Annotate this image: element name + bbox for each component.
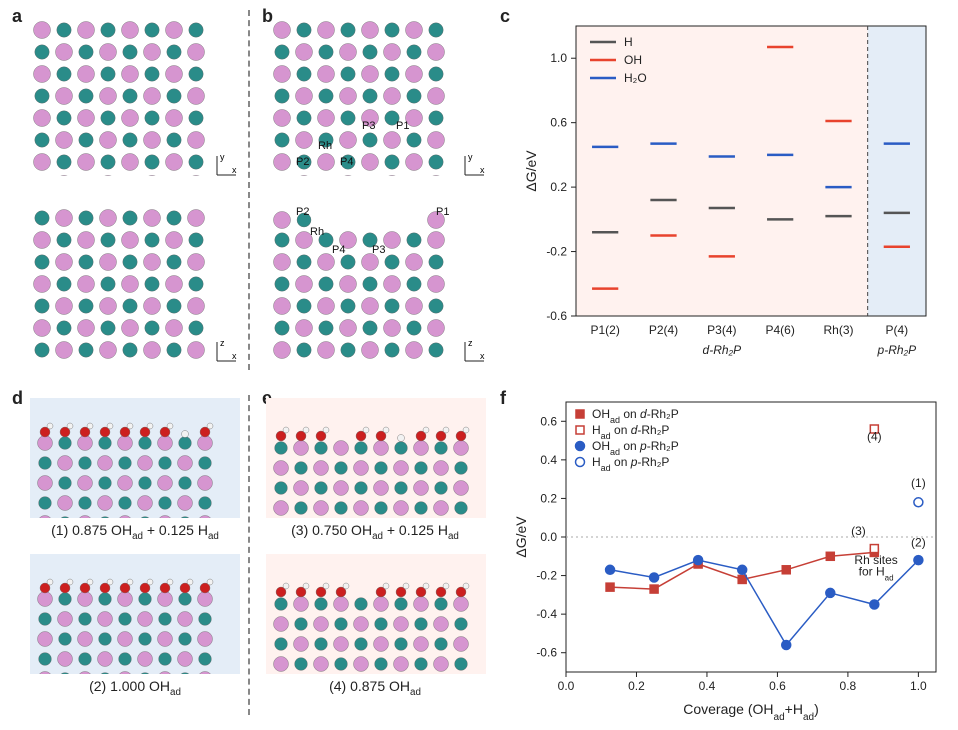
svg-text:x: x (480, 351, 485, 361)
svg-text:Had on p-Rh₂P: Had on p-Rh₂P (592, 455, 669, 473)
svg-text:-0.4: -0.4 (536, 607, 557, 621)
svg-text:-0.2: -0.2 (536, 569, 557, 583)
struct-d1 (30, 398, 240, 518)
svg-text:-0.6: -0.6 (536, 646, 557, 660)
site-p2-side: P2 (296, 206, 309, 218)
struct-d2 (30, 554, 240, 674)
axis-a-side: zx (212, 336, 242, 369)
svg-text:-0.2: -0.2 (546, 245, 567, 259)
svg-text:0.8: 0.8 (840, 679, 857, 693)
panel-f-label: f (500, 388, 506, 409)
svg-text:0.4: 0.4 (699, 679, 716, 693)
svg-text:p-Rh₂P: p-Rh₂P (877, 343, 917, 357)
site-p2-top: P2 (296, 156, 309, 168)
svg-text:P(4): P(4) (885, 323, 908, 337)
panel-a-label: a (12, 6, 22, 27)
svg-text:ΔG/eV: ΔG/eV (513, 516, 529, 558)
svg-text:y: y (468, 152, 473, 162)
svg-text:P3(4): P3(4) (707, 323, 736, 337)
svg-text:H: H (624, 35, 633, 49)
struct-e3 (266, 398, 486, 518)
svg-text:0.6: 0.6 (550, 116, 567, 130)
caption-e3: (3) 0.750 OHad + 0.125 Had (260, 522, 490, 542)
axis-a-top: yx (212, 150, 242, 183)
svg-text:x: x (232, 165, 237, 175)
svg-text:0.0: 0.0 (558, 679, 575, 693)
svg-text:0.4: 0.4 (540, 453, 557, 467)
struct-a-top (28, 16, 228, 176)
separator-de (248, 395, 250, 715)
svg-text:Coverage (OHad+Had): Coverage (OHad+Had) (683, 701, 818, 722)
svg-text:(4): (4) (867, 430, 882, 444)
struct-a-side (28, 200, 228, 360)
site-p4-side: P4 (332, 244, 345, 256)
svg-text:x: x (480, 165, 485, 175)
separator-ab (248, 10, 250, 370)
chart-c: -0.6 -0.2 0.2 0.6 1.0 ΔG/eV P1(2) P2(4) P3(4) P4(… (520, 12, 940, 372)
panel-d-label: d (12, 388, 23, 409)
caption-e4: (4) 0.875 OHad (260, 678, 490, 698)
svg-text:0.2: 0.2 (550, 180, 567, 194)
svg-text:z: z (220, 338, 225, 348)
site-p4-top: P4 (340, 156, 353, 168)
svg-text:0.6: 0.6 (769, 679, 786, 693)
svg-text:d-Rh₂P: d-Rh₂P (703, 343, 742, 357)
svg-text:1.0: 1.0 (550, 51, 567, 65)
svg-text:(1): (1) (911, 476, 926, 490)
site-p1-side: P1 (436, 206, 449, 218)
svg-text:z: z (468, 338, 473, 348)
site-rh-top: Rh (318, 140, 332, 152)
panel-c-label: c (500, 6, 510, 27)
site-p1-top: P1 (396, 120, 409, 132)
svg-text:0.0: 0.0 (540, 530, 557, 544)
svg-text:1.0: 1.0 (910, 679, 927, 693)
axis-b-side: zx (460, 336, 490, 369)
svg-text:H₂O: H₂O (624, 71, 647, 85)
svg-text:0.6: 0.6 (540, 414, 557, 428)
site-p3-side: P3 (372, 244, 385, 256)
struct-e4 (266, 554, 486, 674)
svg-text:0.2: 0.2 (628, 679, 645, 693)
svg-text:P2(4): P2(4) (649, 323, 678, 337)
chart-f: -0.6 -0.4 -0.2 0.0 0.2 0.4 0.6 0.0 0.2 0.4 0.6 0.8 1… (510, 392, 950, 722)
svg-text:P4(6): P4(6) (765, 323, 794, 337)
caption-d1: (1) 0.875 OHad + 0.125 Had (30, 522, 240, 542)
struct-b-top (268, 16, 478, 176)
svg-text:0.2: 0.2 (540, 491, 557, 505)
svg-text:ΔG/eV: ΔG/eV (523, 150, 539, 192)
struct-b-side (268, 200, 478, 360)
svg-text:Rh(3): Rh(3) (823, 323, 853, 337)
site-p3-top: P3 (362, 120, 375, 132)
svg-text:for Had: for Had (859, 565, 894, 583)
site-rh-side: Rh (310, 226, 324, 238)
svg-text:OH: OH (624, 53, 642, 67)
svg-text:y: y (220, 152, 225, 162)
caption-d2: (2) 1.000 OHad (30, 678, 240, 698)
svg-text:x: x (232, 351, 237, 361)
axis-b-top: yx (460, 150, 490, 183)
svg-text:-0.6: -0.6 (546, 309, 567, 323)
svg-text:(3): (3) (851, 524, 866, 538)
svg-text:(2): (2) (911, 536, 926, 550)
svg-text:P1(2): P1(2) (590, 323, 619, 337)
